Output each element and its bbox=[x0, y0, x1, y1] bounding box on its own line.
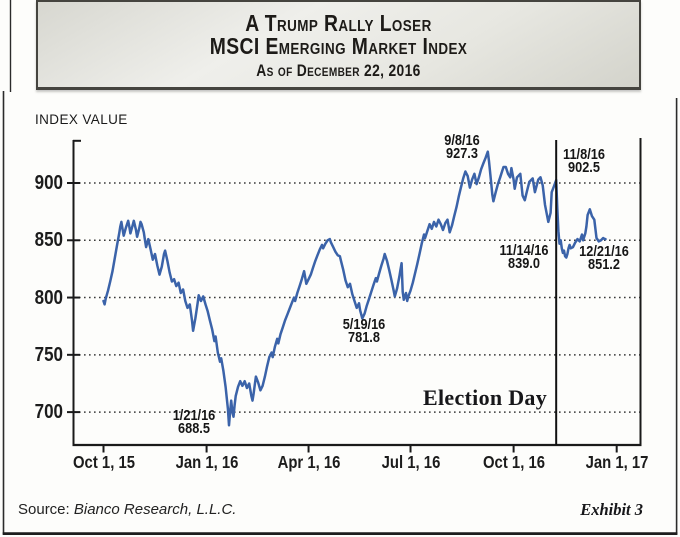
annotation-date: 12/21/16 bbox=[579, 244, 629, 260]
annotation-value: 927.3 bbox=[446, 146, 478, 163]
y-tick-label-700: 700 bbox=[34, 401, 63, 424]
source-name: Bianco Research, L.L.C. bbox=[73, 501, 237, 518]
y-axis-title: INDEX VALUE bbox=[35, 112, 128, 127]
election-day-label: Election Day bbox=[423, 385, 547, 410]
source-line: Source: Bianco Research, L.L.C. bbox=[18, 501, 236, 518]
gridlines-and-series bbox=[67, 150, 640, 453]
annotation-sep-peak: 9/8/16 927.3 bbox=[418, 133, 506, 163]
annotation-value: 902.5 bbox=[568, 160, 600, 177]
index-line bbox=[102, 150, 607, 427]
annotation-dec-end: 12/21/16 851.2 bbox=[560, 244, 648, 274]
y-tick-label-800: 800 bbox=[34, 286, 63, 309]
y-tick-label-850: 850 bbox=[34, 229, 63, 252]
title-box: A Trump Rally Loser MSCI Emerging Market… bbox=[36, 0, 641, 90]
source-prefix: Source: bbox=[18, 501, 70, 518]
chart-title: A Trump Rally Loser bbox=[245, 10, 432, 36]
annotation-date: 1/21/16 bbox=[172, 408, 216, 424]
annotation-nov-low: 11/14/16 839.0 bbox=[480, 243, 568, 273]
chart-as-of-date: As of December 22, 2016 bbox=[256, 62, 421, 80]
annotation-date: 9/8/16 bbox=[444, 133, 480, 149]
annotation-value: 839.0 bbox=[508, 256, 540, 273]
annotation-date: 11/8/16 bbox=[563, 147, 605, 163]
annotation-date: 5/19/16 bbox=[342, 317, 386, 333]
x-tick-label-oct-1-15: Oct 1, 15 bbox=[72, 452, 135, 472]
x-tick-label-jan-1-16: Jan 1, 16 bbox=[175, 452, 239, 472]
x-tick-label-jul-1-16: Jul 1, 16 bbox=[381, 452, 440, 472]
y-tick-label-750: 750 bbox=[34, 343, 63, 366]
annotation-may-low: 5/19/16 781.8 bbox=[320, 317, 408, 347]
exhibit-label: Exhibit 3 bbox=[580, 500, 643, 519]
annotation-value: 688.5 bbox=[178, 421, 210, 438]
annotation-election-day-value: 11/8/16 902.5 bbox=[540, 147, 628, 177]
annotation-date: 11/14/16 bbox=[499, 243, 549, 259]
x-tick-label-jan-1-17: Jan 1, 17 bbox=[585, 452, 649, 472]
chart-subtitle: MSCI Emerging Market Index bbox=[209, 33, 468, 59]
x-tick-label-apr-1-16: Apr 1, 16 bbox=[277, 452, 340, 472]
annotation-value: 781.8 bbox=[348, 330, 380, 347]
y-tick-label-900: 900 bbox=[34, 172, 63, 194]
annotation-value: 851.2 bbox=[588, 257, 620, 274]
annotation-jan-low: 1/21/16 688.5 bbox=[150, 408, 238, 438]
x-tick-label-oct-1-16: Oct 1, 16 bbox=[482, 452, 545, 472]
